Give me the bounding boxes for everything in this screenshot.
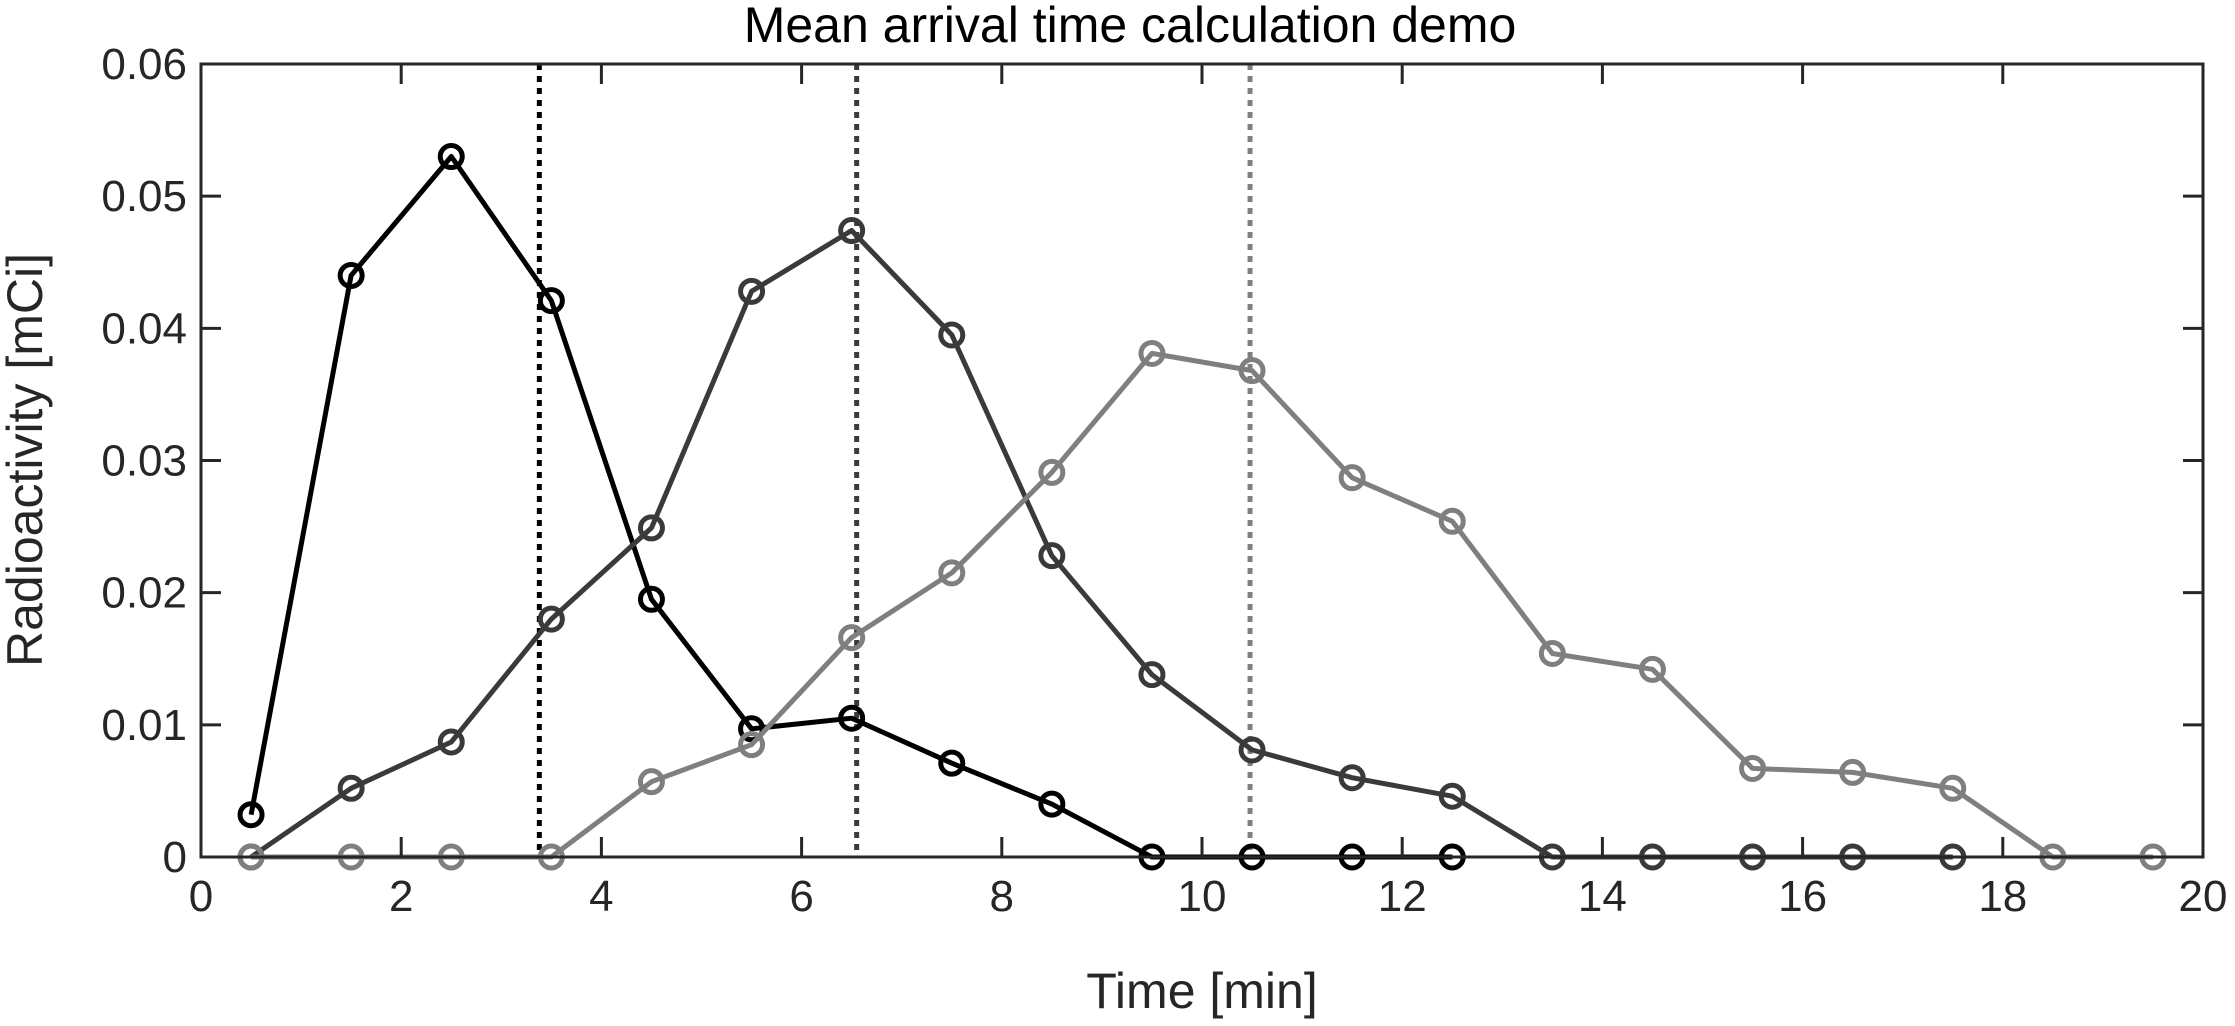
y-tick-label-1: 0.01 (101, 701, 187, 750)
x-tick-label-0: 0 (189, 872, 213, 921)
series-2-point-2 (337, 774, 365, 802)
series-1-point-4 (537, 287, 565, 315)
series-2-point-10 (1138, 661, 1166, 689)
series-1-point-2 (337, 261, 365, 289)
series-1-point-3 (437, 143, 465, 171)
series-2-point-12 (1338, 764, 1366, 792)
series-line-2 (249, 228, 1953, 860)
series-3-point-5 (637, 768, 665, 796)
axes: 0 2 4 6 8 10 12 14 16 18 20 0 0.01 0.02 0.03 0.04 0.05 0.… (101, 40, 2227, 921)
series-1-point-7 (838, 704, 866, 732)
series-3-point-13 (1438, 507, 1466, 535)
x-tick-label-2: 4 (589, 872, 613, 921)
series-3-point-7 (838, 624, 866, 652)
x-axis-label: Time [min] (1086, 963, 1318, 1019)
series-1-point-9 (1038, 790, 1066, 818)
x-tick-label-5: 10 (1178, 872, 1227, 921)
series-3-point-8 (938, 559, 966, 587)
y-tick-label-4: 0.04 (101, 304, 187, 353)
x-tick-label-1: 2 (389, 872, 413, 921)
series-2-point-5 (637, 514, 665, 542)
series-3-point-15 (1638, 655, 1666, 683)
series-3-point-6 (738, 731, 766, 759)
series-3-point-16 (1739, 754, 1767, 782)
series-3-point-10 (1138, 339, 1166, 367)
x-tick-label-9: 18 (1978, 872, 2027, 921)
series-1-point-6 (738, 715, 766, 743)
series-1-point-5 (637, 585, 665, 613)
series-3-point-18 (1939, 774, 1967, 802)
series-2-point-3 (437, 728, 465, 756)
series-3-point-14 (1538, 639, 1566, 667)
x-tick-label-8: 16 (1778, 872, 1827, 921)
series-1-point-8 (938, 749, 966, 777)
series-2-point-6 (738, 277, 766, 305)
series-2-point-8 (938, 321, 966, 349)
x-tick-label-4: 8 (990, 872, 1014, 921)
y-tick-label-2: 0.02 (101, 569, 187, 618)
x-tick-label-7: 14 (1578, 872, 1627, 921)
y-tick-label-3: 0.03 (101, 437, 187, 486)
series-3-point-9 (1038, 458, 1066, 486)
series-3-point-11 (1238, 357, 1266, 385)
y-axis-label: Radioactivity [mCi] (0, 253, 53, 667)
y-tick-label-5: 0.05 (101, 172, 187, 221)
series-3-point-17 (1839, 758, 1867, 786)
series-2-point-11 (1238, 736, 1266, 764)
series-2-point-9 (1038, 542, 1066, 570)
series-3-point-12 (1338, 464, 1366, 492)
series-2-point-13 (1438, 782, 1466, 810)
x-tick-label-6: 12 (1378, 872, 1427, 921)
plot-area (237, 64, 2167, 871)
series-1-point-1 (237, 801, 265, 829)
axes-box (199, 62, 2205, 859)
series-line-3 (251, 350, 2153, 860)
series-2-point-7 (838, 217, 866, 245)
x-tick-label-3: 6 (789, 872, 813, 921)
x-tick-label-10: 20 (2179, 872, 2228, 921)
y-tick-label-6: 0.06 (101, 40, 187, 89)
chart-title: Mean arrival time calculation demo (744, 0, 1517, 53)
y-tick-label-0: 0 (163, 833, 187, 882)
series-2-point-4 (537, 605, 565, 633)
